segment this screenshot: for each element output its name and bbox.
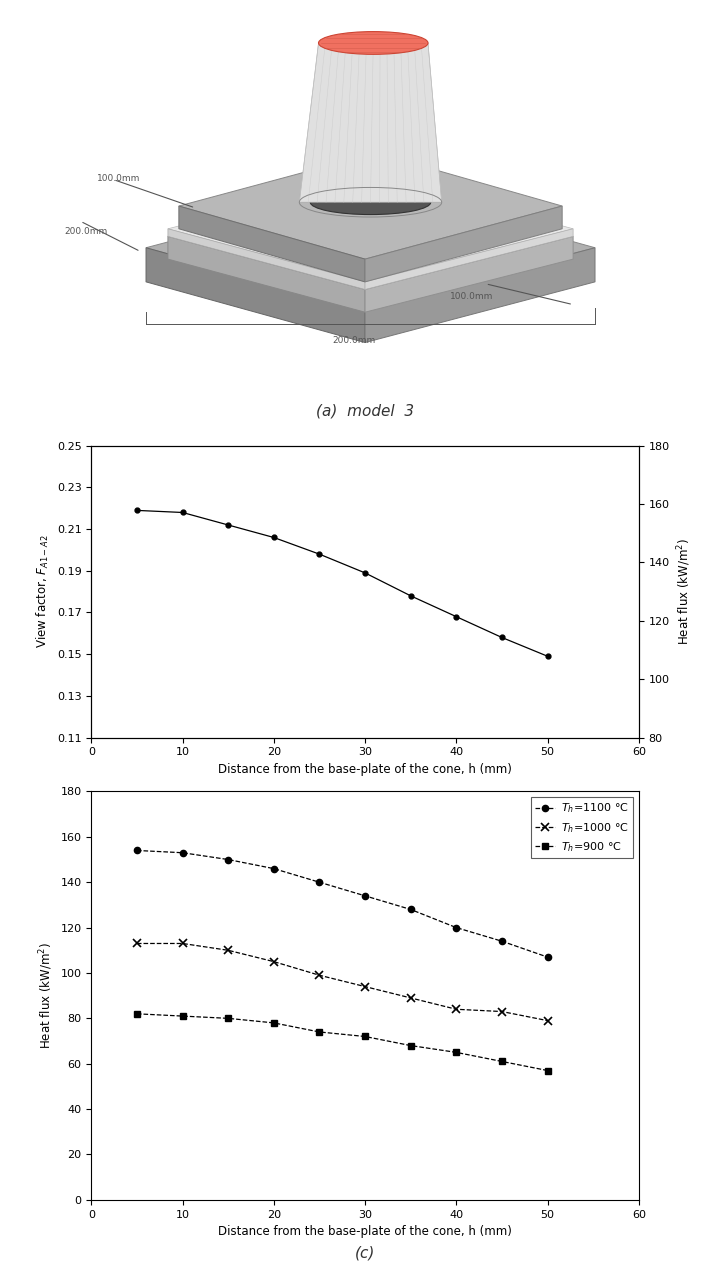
Text: 200.0mm: 200.0mm — [64, 227, 107, 236]
Text: (a)  model  3: (a) model 3 — [316, 403, 414, 418]
$T_h$=1100 °C — [498, 933, 506, 949]
$T_h$=900 °C — [452, 1045, 461, 1060]
Polygon shape — [168, 176, 573, 282]
Polygon shape — [168, 229, 365, 289]
$T_h$=1000 °C — [133, 936, 141, 951]
Polygon shape — [168, 183, 573, 289]
Y-axis label: View factor, $F_{A1-A2}$: View factor, $F_{A1-A2}$ — [35, 536, 51, 648]
$T_h$=1100 °C — [178, 845, 187, 860]
$T_h$=1100 °C — [133, 842, 141, 858]
Polygon shape — [299, 43, 442, 202]
$T_h$=1000 °C — [498, 1004, 506, 1019]
$T_h$=1100 °C — [452, 919, 461, 935]
Text: (c): (c) — [355, 1245, 376, 1260]
$T_h$=1000 °C — [315, 967, 324, 983]
$T_h$=1000 °C — [543, 1013, 552, 1028]
Polygon shape — [146, 248, 365, 342]
$T_h$=1100 °C — [543, 950, 552, 965]
Polygon shape — [168, 236, 365, 312]
$T_h$=1100 °C — [361, 888, 369, 903]
$T_h$=1000 °C — [452, 1002, 461, 1017]
X-axis label: Distance from the base-plate of the cone, h (mm): Distance from the base-plate of the cone… — [218, 763, 512, 775]
$T_h$=1100 °C — [224, 853, 232, 868]
$T_h$=900 °C — [178, 1008, 187, 1023]
$T_h$=900 °C — [361, 1029, 369, 1045]
$T_h$=900 °C — [498, 1053, 506, 1068]
Text: 100.0mm: 100.0mm — [450, 292, 494, 301]
$T_h$=1100 °C — [406, 902, 415, 917]
$T_h$=1000 °C — [406, 990, 415, 1005]
Ellipse shape — [310, 189, 431, 215]
Line: $T_h$=1000 °C: $T_h$=1000 °C — [133, 940, 551, 1024]
Line: $T_h$=1100 °C: $T_h$=1100 °C — [134, 847, 550, 960]
Polygon shape — [179, 206, 365, 282]
$T_h$=900 °C — [224, 1010, 232, 1026]
$T_h$=1000 °C — [178, 936, 187, 951]
$T_h$=900 °C — [270, 1015, 278, 1031]
Polygon shape — [365, 236, 573, 312]
Line: $T_h$=900 °C: $T_h$=900 °C — [134, 1010, 550, 1074]
Y-axis label: Heat flux (kW/m$^2$): Heat flux (kW/m$^2$) — [37, 942, 55, 1050]
$T_h$=900 °C — [133, 1007, 141, 1022]
$T_h$=900 °C — [406, 1038, 415, 1053]
Text: (b): (b) — [355, 807, 376, 822]
Text: 100.0mm: 100.0mm — [97, 174, 140, 183]
Ellipse shape — [319, 32, 428, 54]
Text: 200.0mm: 200.0mm — [333, 336, 376, 345]
$T_h$=1000 °C — [270, 954, 278, 969]
$T_h$=1000 °C — [361, 979, 369, 994]
$T_h$=900 °C — [315, 1024, 324, 1039]
Y-axis label: Heat flux (kW/m$^2$): Heat flux (kW/m$^2$) — [675, 538, 693, 645]
$T_h$=1000 °C — [224, 942, 232, 957]
Polygon shape — [365, 229, 573, 289]
Polygon shape — [365, 206, 562, 282]
$T_h$=1100 °C — [315, 875, 324, 890]
X-axis label: Distance from the base-plate of the cone, h (mm): Distance from the base-plate of the cone… — [218, 1225, 512, 1238]
$T_h$=900 °C — [543, 1063, 552, 1079]
Polygon shape — [146, 187, 595, 308]
Polygon shape — [179, 153, 562, 259]
Legend: $T_h$=1100 °C, $T_h$=1000 °C, $T_h$=900 °C: $T_h$=1100 °C, $T_h$=1000 °C, $T_h$=900 … — [531, 797, 633, 859]
$T_h$=1100 °C — [270, 861, 278, 877]
Polygon shape — [365, 248, 595, 342]
